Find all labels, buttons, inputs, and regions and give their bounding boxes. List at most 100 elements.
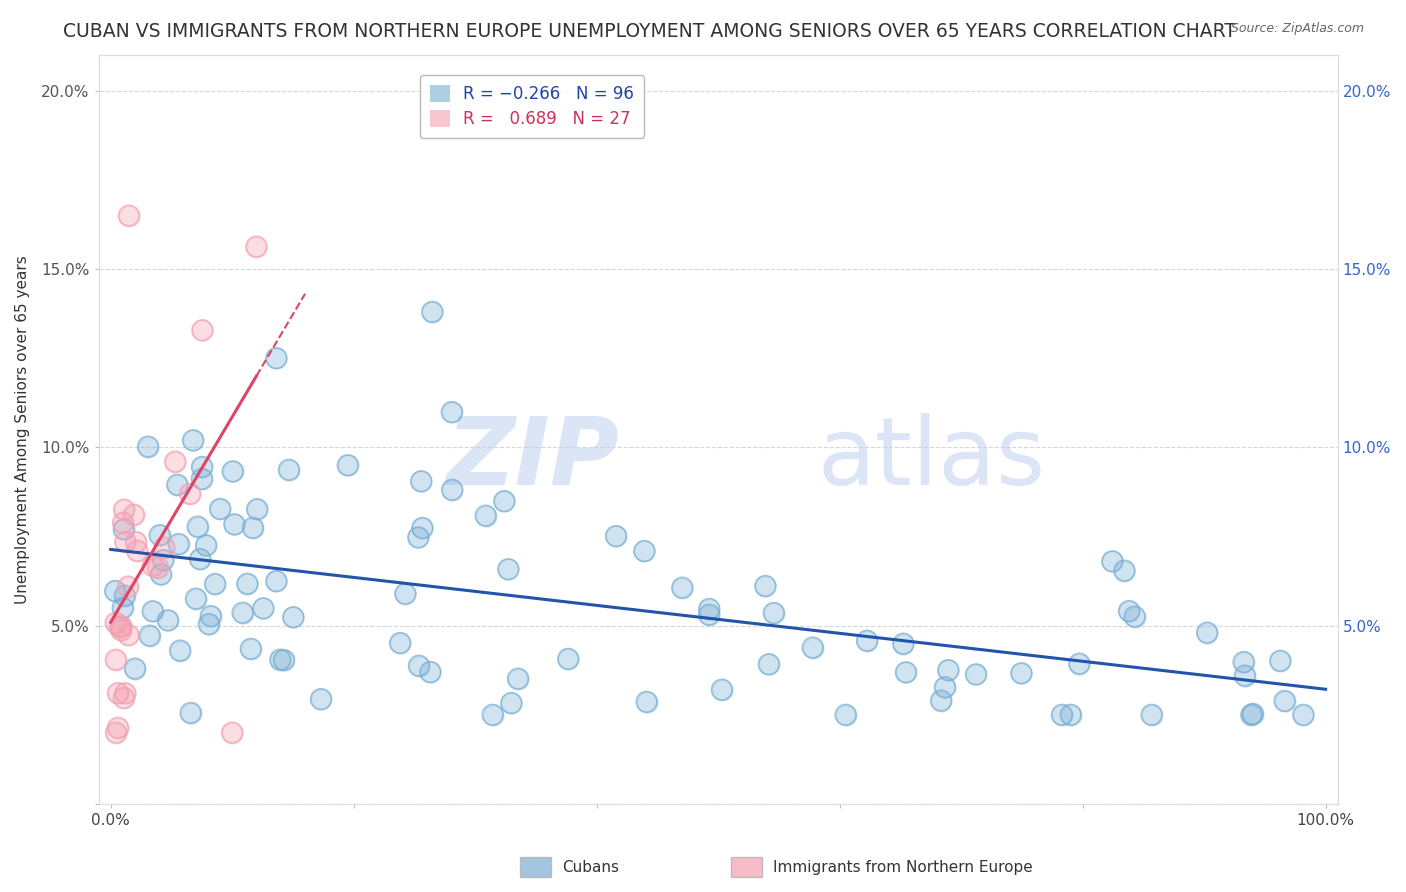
Point: [710, 682, 733, 697]
Point: [697, 602, 720, 616]
Point: [209, 501, 232, 516]
Point: [1270, 654, 1292, 668]
Point: [1140, 707, 1163, 722]
Point: [180, 706, 202, 720]
Point: [200, 609, 222, 624]
Point: [1241, 706, 1264, 721]
Point: [605, 529, 627, 543]
Point: [110, 624, 132, 638]
Point: [408, 531, 430, 545]
Point: [269, 652, 291, 666]
Point: [891, 637, 914, 651]
Point: [242, 521, 264, 535]
Point: [498, 562, 520, 576]
Point: [188, 552, 211, 566]
Point: [894, 665, 917, 680]
Point: [104, 584, 127, 599]
Point: [184, 591, 207, 606]
Point: [269, 652, 291, 666]
Point: [938, 663, 960, 677]
Point: [754, 579, 776, 593]
Point: [112, 516, 135, 530]
Point: [142, 558, 165, 573]
Point: [110, 619, 132, 633]
Point: [104, 584, 127, 599]
Point: [891, 637, 914, 651]
Point: [165, 455, 187, 469]
Point: [754, 579, 776, 593]
Point: [506, 672, 529, 686]
Point: [266, 351, 288, 366]
Point: [336, 458, 359, 473]
Point: [1232, 655, 1254, 669]
Point: [1059, 707, 1081, 722]
Point: [309, 692, 332, 706]
Point: [1010, 666, 1032, 681]
Point: [114, 534, 136, 549]
Point: [710, 682, 733, 697]
Point: [474, 508, 496, 523]
Point: [117, 580, 139, 594]
Point: [636, 695, 658, 709]
Point: [856, 633, 879, 648]
Point: [117, 628, 139, 642]
Point: [239, 641, 262, 656]
Point: [169, 643, 191, 657]
Point: [633, 544, 655, 558]
Point: [336, 458, 359, 473]
Point: [394, 587, 416, 601]
Point: [801, 640, 824, 655]
Point: [198, 617, 221, 632]
Point: [114, 534, 136, 549]
Point: [169, 643, 191, 657]
Point: [671, 581, 693, 595]
Point: [153, 541, 176, 555]
Point: [389, 636, 412, 650]
Point: [408, 658, 430, 673]
Point: [142, 604, 165, 618]
Point: [411, 521, 433, 535]
Point: [1059, 707, 1081, 722]
Point: [758, 657, 780, 672]
Point: [934, 681, 956, 695]
Point: [112, 522, 135, 536]
Point: [195, 538, 218, 552]
Point: [156, 614, 179, 628]
Point: [1123, 609, 1146, 624]
Point: [138, 629, 160, 643]
Point: [965, 667, 987, 681]
Point: [184, 591, 207, 606]
Point: [1069, 657, 1091, 671]
Point: [104, 615, 127, 630]
Point: [224, 517, 246, 532]
Point: [501, 696, 523, 710]
Point: [1233, 668, 1256, 682]
Point: [498, 562, 520, 576]
Point: [411, 475, 433, 489]
Point: [110, 619, 132, 633]
Point: [112, 522, 135, 536]
Point: [112, 690, 135, 705]
Point: [104, 653, 127, 667]
Point: [419, 665, 441, 679]
Point: [1240, 707, 1263, 722]
Point: [125, 535, 148, 549]
Point: [697, 607, 720, 622]
Point: [408, 531, 430, 545]
Point: [557, 652, 579, 666]
Point: [153, 541, 176, 555]
Point: [1050, 707, 1073, 722]
Point: [422, 305, 444, 319]
Point: [481, 707, 503, 722]
Point: [938, 663, 960, 677]
Point: [209, 501, 232, 516]
Point: [252, 601, 274, 615]
Point: [165, 455, 187, 469]
Point: [221, 725, 243, 739]
Point: [167, 537, 190, 551]
Point: [117, 628, 139, 642]
Point: [697, 602, 720, 616]
Point: [242, 521, 264, 535]
Point: [122, 508, 145, 522]
Point: [1010, 666, 1032, 681]
